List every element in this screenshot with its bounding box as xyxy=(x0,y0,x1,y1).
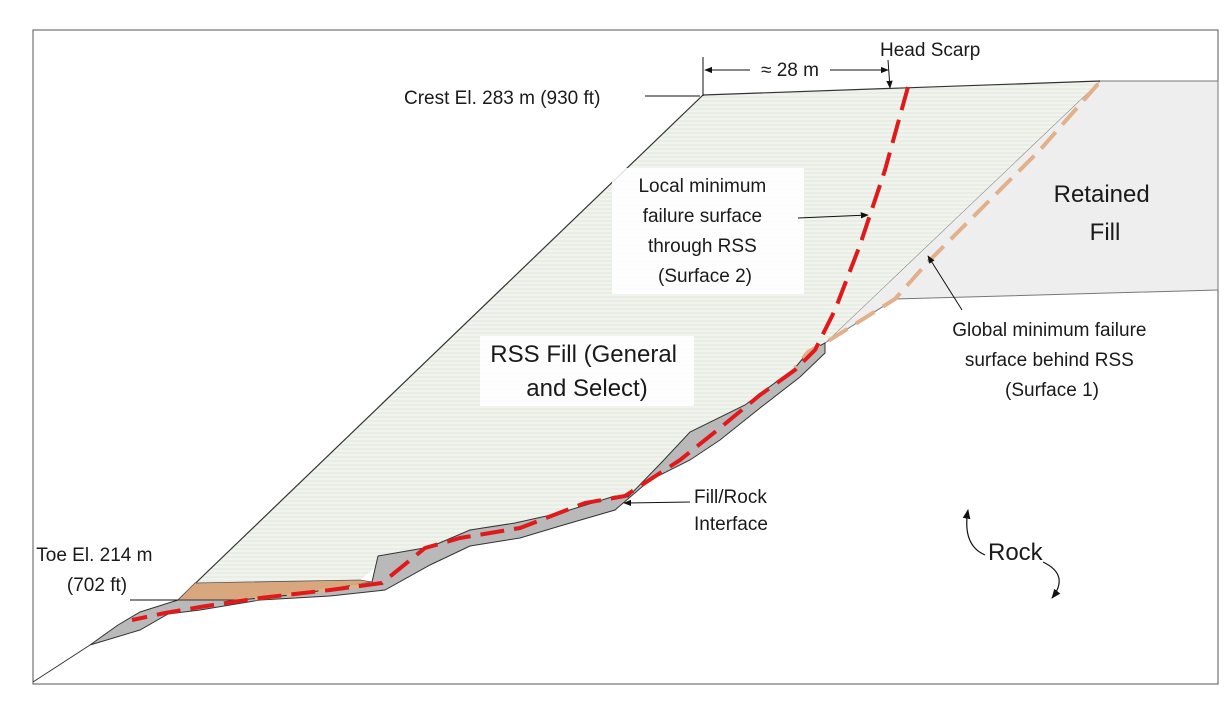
rock-label: Rock xyxy=(988,539,1044,566)
interface-label: Fill/Rock Interface xyxy=(694,487,772,535)
global-failure-surface-line xyxy=(793,82,1100,370)
rock-curved-arrow-down xyxy=(1042,561,1061,599)
local-surface-line-2: failure surface xyxy=(643,206,762,227)
local-failure-surface-line xyxy=(131,86,910,622)
rss-fill-line-2: and Select) xyxy=(526,375,647,402)
local-surface-line-3: through RSS xyxy=(648,236,757,257)
interface-line-1: Fill/Rock xyxy=(694,487,767,508)
local-surface-line-4: (Surface 2) xyxy=(658,266,752,287)
head-scarp-leader xyxy=(886,59,893,89)
rock-curved-arrow-up xyxy=(962,509,986,556)
distance-label: ≈ 28 m xyxy=(761,60,819,81)
local-surface-arrow xyxy=(797,212,869,219)
global-surface-line-3: (Surface 1) xyxy=(1005,380,1099,401)
rock-ground-line xyxy=(32,644,91,683)
crest-label: Crest El. 283 m (930 ft) xyxy=(404,88,600,109)
rss-fill-label-bg xyxy=(480,336,694,406)
interface-arrow xyxy=(623,499,691,507)
global-surface-arrow xyxy=(927,255,963,311)
toe-label: Toe El. 214 m (702 ft) xyxy=(36,545,157,596)
global-surface-line-1: Global minimum failure xyxy=(952,320,1146,341)
toe-line-1: Toe El. 214 m xyxy=(36,545,152,566)
local-surface-line-1: Local minimum xyxy=(638,176,766,197)
local-surface-label: Local minimum failure surface through RS… xyxy=(638,176,771,287)
interface-line-2: Interface xyxy=(694,514,768,535)
toe-line-2: (702 ft) xyxy=(67,575,127,596)
retained-fill-label: Retained Fill xyxy=(1054,181,1157,246)
crest-surface-line xyxy=(702,80,1101,96)
rss-fill-label: RSS Fill (General and Select) xyxy=(490,341,683,402)
retained-fill-line-2: Fill xyxy=(1090,219,1121,246)
global-surface-label: Global minimum failure surface behind RS… xyxy=(952,320,1152,401)
global-surface-line-2: surface behind RSS xyxy=(965,350,1134,371)
retained-fill-line-1: Retained xyxy=(1054,181,1150,208)
rss-fill-line-1: RSS Fill (General xyxy=(490,341,677,368)
head-scarp-label: Head Scarp xyxy=(880,40,980,61)
local-surface-label-bg xyxy=(612,168,804,294)
